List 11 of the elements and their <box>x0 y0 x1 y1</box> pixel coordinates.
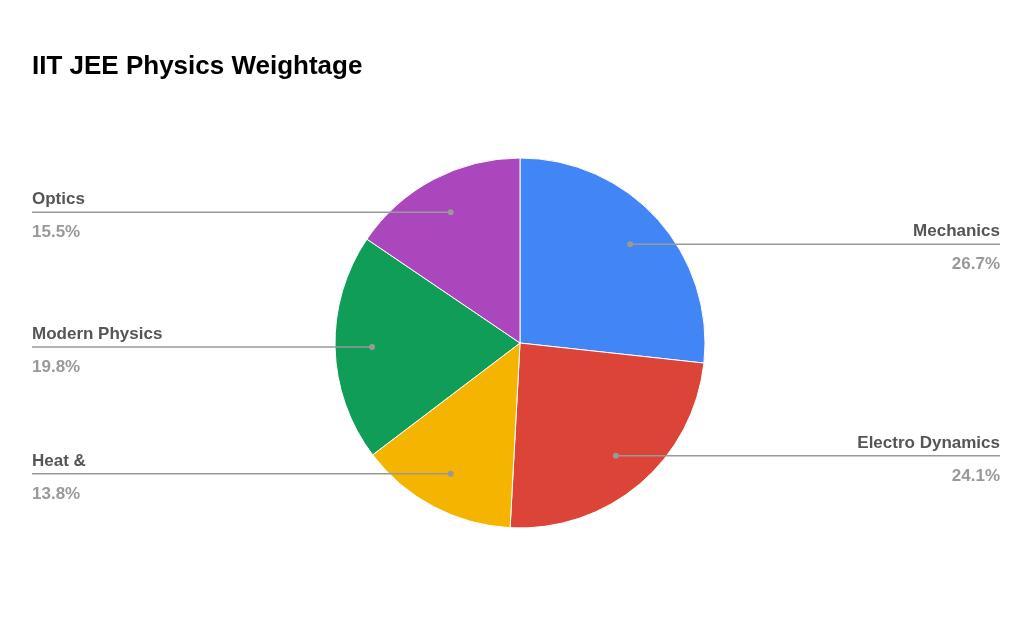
slice-label: Electro Dynamics <box>857 432 1000 452</box>
data-label: 15.5% <box>32 222 81 242</box>
data-label: 13.8% <box>32 483 81 503</box>
data-label: 24.1% <box>951 465 1000 485</box>
slice-label: Modern Physics <box>32 323 163 343</box>
data-label: 26.7% <box>951 254 1000 274</box>
chart-title: IIT JEE Physics Weightage <box>32 50 363 80</box>
data-label: 19.8% <box>32 356 81 376</box>
slice-label: Heat & <box>32 450 86 470</box>
slice-label: Optics <box>32 189 85 209</box>
slice-label: Mechanics <box>913 221 1000 241</box>
